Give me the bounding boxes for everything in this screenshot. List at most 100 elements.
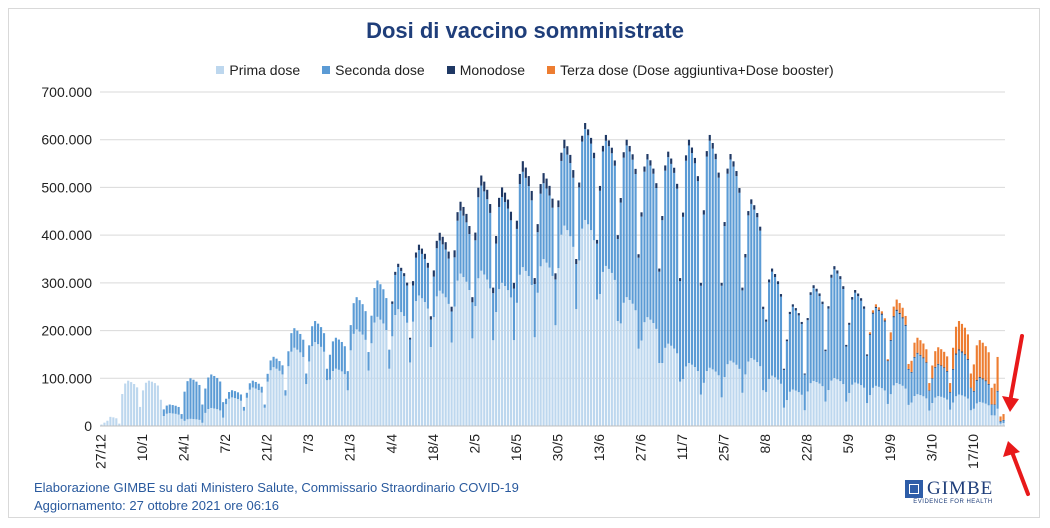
bar-prima xyxy=(839,381,842,426)
bar-prima xyxy=(928,410,931,426)
bar-prima xyxy=(643,322,646,426)
gimbe-logo-mark xyxy=(905,480,923,498)
bar-prima xyxy=(245,397,248,426)
bar-prima xyxy=(124,383,127,426)
bar-terza xyxy=(1002,414,1005,420)
bar-seconda xyxy=(845,346,848,402)
bar-terza xyxy=(949,383,952,393)
bar-monodose xyxy=(756,213,759,218)
bar-terza xyxy=(889,332,892,340)
bar-prima xyxy=(595,299,599,426)
bar-monodose xyxy=(925,362,928,364)
bar-prima xyxy=(993,415,996,426)
bar-seconda xyxy=(352,303,355,334)
bar-prima xyxy=(708,367,711,426)
bar-seconda xyxy=(901,318,904,386)
bar-prima xyxy=(302,356,305,426)
bar-monodose xyxy=(397,263,400,268)
bar-prima xyxy=(892,385,895,426)
bar-seconda xyxy=(821,304,824,387)
bar-seconda xyxy=(414,257,418,302)
bar-prima xyxy=(762,390,765,426)
bar-terza xyxy=(960,323,964,352)
bar-seconda xyxy=(631,159,634,304)
bar-prima xyxy=(343,374,346,426)
bar-seconda xyxy=(557,207,560,269)
bar-prima xyxy=(806,391,809,426)
bar-seconda xyxy=(328,354,332,380)
bar-monodose xyxy=(990,404,993,405)
x-tick-label: 27/6 xyxy=(633,434,649,461)
bar-monodose xyxy=(572,170,575,178)
bar-monodose xyxy=(699,282,702,286)
bar-seconda xyxy=(337,339,340,370)
bar-terza xyxy=(975,345,978,381)
bar-seconda xyxy=(604,140,607,266)
bar-seconda xyxy=(818,296,821,384)
bar-prima xyxy=(940,396,943,426)
bar-monodose xyxy=(637,254,640,258)
bar-seconda xyxy=(714,159,717,372)
bar-seconda xyxy=(693,163,696,368)
bar-seconda xyxy=(459,210,462,274)
bar-monodose xyxy=(934,366,937,368)
bar-prima xyxy=(634,310,637,426)
bar-seconda xyxy=(474,240,477,307)
bar-terza xyxy=(940,349,943,366)
bar-prima xyxy=(370,343,373,426)
x-tick-label: 11/7 xyxy=(674,434,690,460)
bar-monodose xyxy=(969,387,972,389)
bar-prima xyxy=(147,380,151,426)
bar-seconda xyxy=(877,310,880,387)
bar-seconda xyxy=(616,238,619,322)
bar-seconda xyxy=(281,365,284,375)
bar-monodose xyxy=(720,282,723,286)
x-tick-label: 10/1 xyxy=(134,434,150,461)
bar-prima xyxy=(474,306,477,426)
bar-monodose xyxy=(584,123,587,130)
bar-terza xyxy=(996,356,999,391)
bar-monodose xyxy=(895,309,898,311)
bar-seconda xyxy=(260,386,263,393)
bar-prima xyxy=(521,267,524,426)
bar-seconda xyxy=(954,354,958,397)
bar-prima xyxy=(242,410,245,426)
bar-seconda xyxy=(551,207,554,276)
bar-seconda xyxy=(744,257,747,375)
bar-prima xyxy=(874,385,877,426)
bar-terza xyxy=(877,307,880,310)
bar-prima xyxy=(500,282,504,426)
bar-monodose xyxy=(907,368,910,370)
legend-item-seconda-dose: Seconda dose xyxy=(322,62,425,78)
bar-monodose xyxy=(474,232,477,241)
bar-seconda xyxy=(530,200,533,285)
bar-terza xyxy=(931,365,934,379)
bar-prima xyxy=(705,371,708,426)
bar-prima xyxy=(471,338,474,426)
bar-monodose xyxy=(423,253,426,259)
bar-monodose xyxy=(949,392,952,393)
bar-prima xyxy=(803,410,806,426)
bar-monodose xyxy=(702,210,705,215)
bar-seconda xyxy=(382,289,385,324)
bar-prima xyxy=(830,380,833,426)
bar-monodose xyxy=(735,171,738,177)
bar-seconda xyxy=(607,146,610,269)
bar-monodose xyxy=(581,135,584,142)
bar-monodose xyxy=(664,165,667,171)
bar-prima xyxy=(492,340,495,426)
bar-seconda xyxy=(566,154,569,231)
bar-prima xyxy=(468,290,471,426)
bar-prima xyxy=(409,362,412,426)
bar-seconda xyxy=(486,199,489,280)
bar-seconda xyxy=(681,216,685,380)
bar-terza xyxy=(934,351,937,367)
bar-prima xyxy=(649,319,652,426)
bar-seconda xyxy=(189,378,192,419)
bar-seconda xyxy=(376,280,379,317)
bar-monodose xyxy=(729,154,732,160)
bar-seconda xyxy=(308,345,311,362)
bar-monodose xyxy=(771,268,774,272)
bar-seconda xyxy=(343,346,346,375)
bar-prima xyxy=(587,224,590,426)
